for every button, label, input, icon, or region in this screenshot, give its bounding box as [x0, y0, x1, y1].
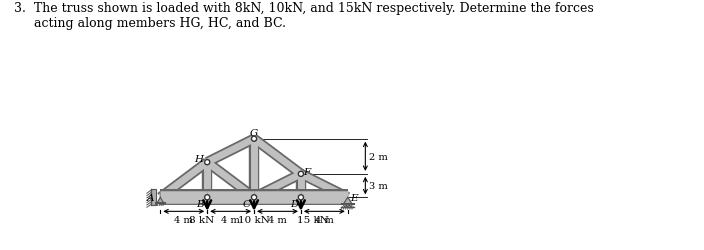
Text: 15 kN: 15 kN [296, 215, 329, 224]
Polygon shape [157, 198, 163, 203]
Text: H: H [194, 154, 203, 164]
Text: D: D [290, 200, 298, 208]
Text: 2 m: 2 m [369, 152, 388, 161]
Text: 10 kN: 10 kN [238, 215, 270, 224]
Polygon shape [344, 198, 352, 204]
Text: E: E [350, 193, 358, 202]
Circle shape [205, 195, 210, 200]
Text: 4 m: 4 m [315, 216, 334, 224]
Bar [151, 189, 156, 206]
Circle shape [349, 204, 352, 206]
Text: F: F [303, 167, 310, 176]
Circle shape [205, 160, 210, 165]
Text: B: B [196, 200, 204, 208]
Text: 4 m: 4 m [268, 216, 287, 224]
Text: 3 m: 3 m [369, 181, 388, 190]
Text: 4 m: 4 m [175, 216, 193, 224]
Text: 4 m: 4 m [221, 216, 240, 224]
Circle shape [346, 204, 349, 206]
Circle shape [298, 195, 303, 200]
Circle shape [251, 136, 257, 142]
Text: C: C [243, 200, 251, 208]
Text: 8 kN: 8 kN [189, 215, 214, 224]
Circle shape [344, 204, 346, 206]
Text: G: G [250, 129, 258, 138]
Text: A: A [147, 193, 155, 202]
Text: 3.  The truss shown is loaded with 8kN, 10kN, and 15kN respectively. Determine t: 3. The truss shown is loaded with 8kN, 1… [14, 2, 594, 30]
Circle shape [298, 172, 303, 177]
Circle shape [251, 195, 257, 200]
